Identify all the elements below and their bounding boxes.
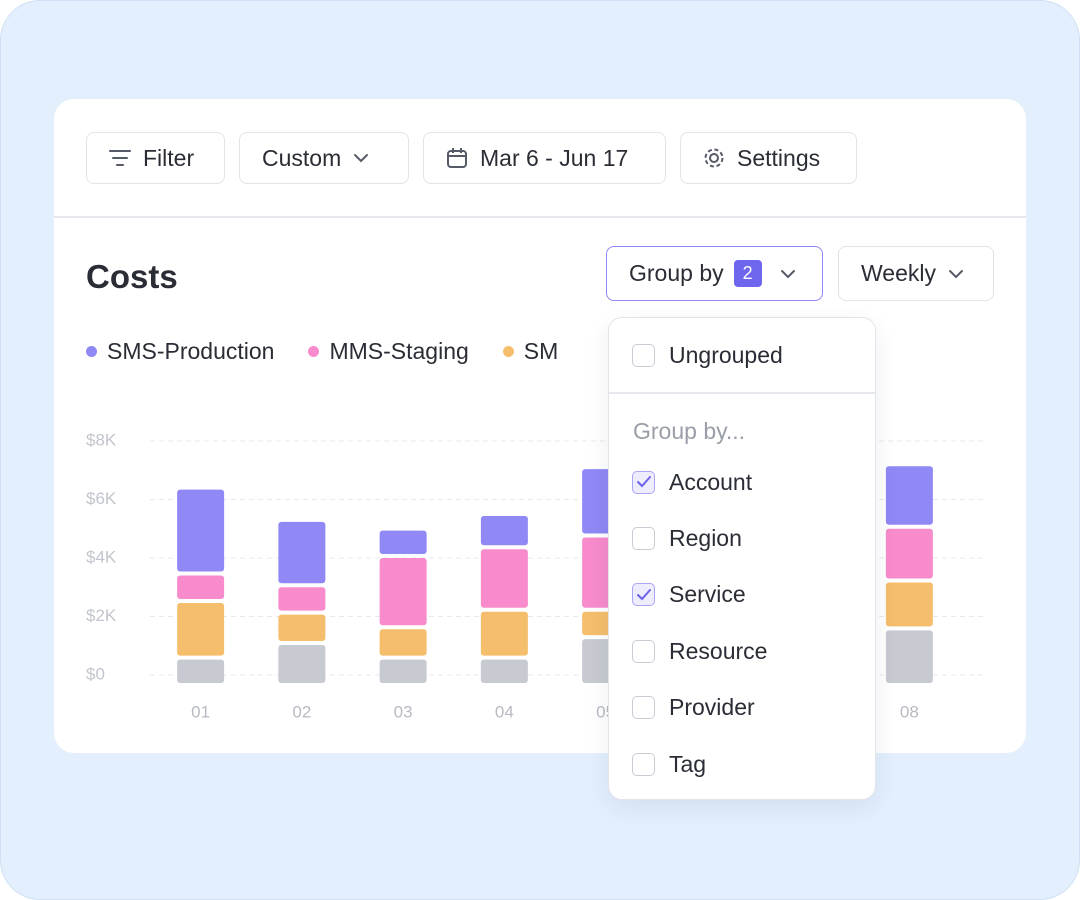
ungrouped-option[interactable]: Ungrouped [632, 340, 783, 370]
checkmark [636, 476, 651, 488]
y-tick-label: $6K [86, 489, 117, 508]
x-tick-label: 02 [292, 702, 311, 721]
bar-segment [278, 614, 326, 641]
option-label: Ungrouped [669, 341, 783, 368]
checkbox [632, 639, 655, 663]
group-option[interactable]: Tag [632, 749, 706, 779]
option-label: Region [669, 524, 742, 551]
legend-label: SMS-Production [107, 338, 275, 364]
settings-label: Settings [737, 144, 821, 171]
bar-segment [278, 521, 326, 584]
checkmark-path [636, 476, 651, 488]
bar-segment [379, 659, 427, 683]
bar-segment [177, 659, 225, 683]
dropdown-divider [609, 392, 875, 394]
filter-button[interactable]: Filter [86, 132, 225, 184]
bar-segment [480, 515, 528, 546]
group-by-button[interactable]: Group by 2 [606, 246, 823, 301]
bar-segment [379, 530, 427, 554]
bar-segment [480, 549, 528, 608]
legend-item: SM [502, 338, 559, 365]
group-option[interactable]: Resource [632, 636, 767, 666]
section-title: Costs [86, 258, 178, 295]
checkmark [636, 588, 651, 601]
group-by-dropdown: Group by... Ungrouped Account Region Servic… [608, 317, 876, 800]
group-option[interactable]: Service [632, 580, 746, 610]
bar-segment [885, 582, 933, 627]
chevron [780, 269, 795, 278]
group-by-label: Group by [629, 260, 724, 286]
divider [54, 216, 1026, 218]
x-tick-label: 01 [191, 702, 210, 721]
chevron [354, 154, 369, 163]
dropdown-heading: Group by... [633, 418, 746, 444]
interval-label: Weekly [861, 260, 936, 286]
legend: SMS-Production MMS-Staging SM [86, 338, 558, 365]
checkbox [632, 470, 655, 494]
bar-segment [379, 629, 427, 656]
bar-segment [177, 575, 225, 599]
bar-segment [379, 558, 427, 626]
x-tick-label: 04 [495, 702, 514, 721]
legend-item: MMS-Staging [308, 338, 469, 365]
date-button[interactable]: Mar 6 - Jun 17 [423, 132, 666, 184]
group-option[interactable]: Account [632, 467, 752, 497]
x-tick-label: 03 [394, 702, 413, 721]
bar-segment [885, 630, 933, 683]
y-tick-label: $2K [86, 606, 117, 625]
checkbox [632, 343, 655, 367]
checkbox [632, 526, 655, 550]
legend-item: SMS-Production [86, 338, 274, 365]
x-tick-label: 08 [900, 702, 919, 721]
bar-segment [177, 489, 225, 572]
option-label: Account [669, 468, 753, 495]
group-option[interactable]: Region [632, 523, 742, 553]
group-option[interactable]: Provider [632, 693, 755, 723]
y-tick-label: $4K [86, 547, 117, 566]
legend-dot [502, 346, 514, 357]
checkbox [632, 752, 655, 776]
range-button[interactable]: Custom [239, 132, 409, 184]
chevron [949, 269, 963, 278]
legend-dot [86, 346, 97, 357]
group-count-badge: 2 [733, 260, 762, 287]
date-label: Mar 6 - Jun 17 [480, 144, 629, 171]
bar-segment [885, 466, 933, 525]
option-label: Tag [669, 750, 707, 777]
y-tick-label: $8K [86, 430, 117, 449]
calendar-icon [447, 148, 467, 168]
legend-dot [308, 346, 320, 357]
filter-icon [109, 150, 131, 166]
checkbox [632, 696, 655, 720]
gear-icon [704, 148, 724, 168]
bar-segment [278, 587, 326, 611]
range-label: Custom [262, 144, 342, 171]
bar-segment [480, 659, 528, 683]
settings-button[interactable]: Settings [680, 132, 857, 184]
bar-segment [885, 528, 933, 579]
interval-button[interactable]: Weekly [838, 246, 994, 301]
checkbox [632, 583, 655, 607]
bar-segment [177, 602, 225, 656]
bar-segment [278, 644, 326, 683]
legend-label: SM [523, 338, 559, 364]
y-tick-label: $0 [86, 664, 105, 683]
legend-label: MMS-Staging [329, 338, 469, 364]
option-label: Resource [669, 637, 768, 664]
checkmark-path [636, 588, 651, 601]
filter-label: Filter [143, 144, 195, 171]
option-label: Service [669, 581, 746, 608]
option-label: Provider [669, 694, 755, 721]
bar-segment [480, 611, 528, 656]
